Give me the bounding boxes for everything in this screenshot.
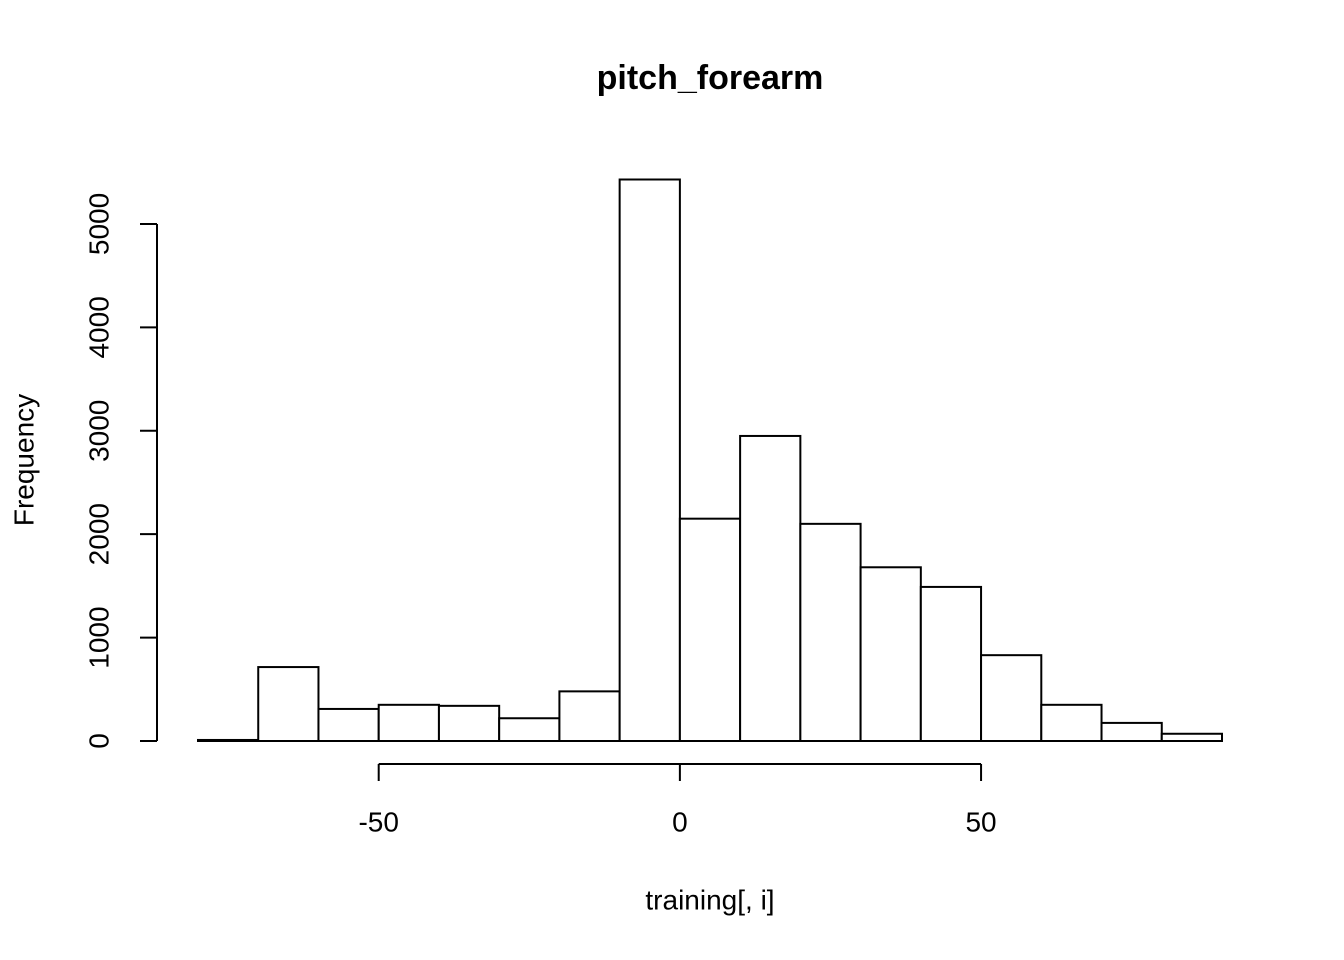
x-axis-label: training[, i]: [645, 884, 774, 915]
y-tick-label: 5000: [83, 193, 114, 255]
bar: [859, 566, 922, 742]
bar: [739, 434, 802, 742]
bar: [197, 738, 260, 743]
y-axis-label: Frequency: [8, 394, 39, 526]
y-tick-label: 2000: [83, 503, 114, 565]
bar: [558, 690, 621, 742]
x-tick-label: 50: [965, 806, 996, 837]
bar: [618, 178, 681, 742]
bar: [437, 704, 501, 742]
y-tick-label: 0: [83, 733, 114, 749]
y-tick-label: 4000: [83, 296, 114, 358]
bar: [377, 703, 440, 743]
chart-title: pitch_forearm: [597, 59, 824, 97]
bar: [317, 707, 380, 743]
bar: [919, 585, 983, 743]
y-tick-label: 3000: [83, 400, 114, 462]
bar: [980, 654, 1043, 742]
bar: [257, 666, 320, 743]
bar: [1160, 732, 1223, 743]
bar: [1100, 721, 1163, 742]
y-tick-label: 1000: [83, 606, 114, 668]
bar: [1040, 703, 1103, 743]
bar: [799, 522, 862, 742]
x-tick-label: -50: [358, 806, 398, 837]
x-tick-label: 0: [672, 806, 688, 837]
bar: [678, 517, 742, 742]
bar: [498, 717, 561, 743]
